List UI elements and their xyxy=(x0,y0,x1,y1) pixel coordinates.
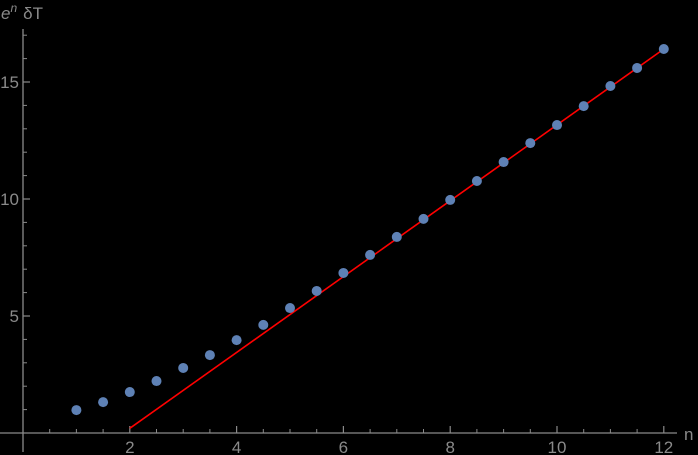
x-tick-label: 10 xyxy=(548,438,567,455)
data-point xyxy=(124,387,135,398)
data-point xyxy=(338,267,349,278)
data-point xyxy=(498,157,509,168)
data-points xyxy=(71,44,669,416)
data-point xyxy=(471,175,482,186)
x-tick-label: 12 xyxy=(654,438,673,455)
y-tick-label: 5 xyxy=(10,307,19,326)
data-point xyxy=(98,397,109,408)
data-point xyxy=(231,335,242,346)
data-point xyxy=(605,80,616,91)
data-point xyxy=(578,101,589,112)
data-point xyxy=(71,405,82,416)
y-axis-label: en δT xyxy=(1,1,43,23)
y-tick-label: 15 xyxy=(0,73,19,92)
data-point xyxy=(552,120,562,131)
x-axis-label: n xyxy=(684,425,693,444)
y-axis-label-rest: δT xyxy=(23,4,43,23)
x-tick-label: 6 xyxy=(339,438,348,455)
data-point xyxy=(445,194,456,205)
x-tick-label: 4 xyxy=(232,438,241,455)
data-point xyxy=(178,362,189,373)
data-point xyxy=(285,303,295,314)
axes: 2 4 6 8 10 12 5 10 15 xyxy=(0,29,677,455)
data-point xyxy=(525,138,536,149)
data-point xyxy=(632,62,643,73)
data-point xyxy=(365,249,376,260)
data-point xyxy=(151,376,162,387)
data-point xyxy=(658,44,669,55)
data-point xyxy=(258,319,269,330)
data-point xyxy=(204,350,215,361)
data-point xyxy=(391,231,402,242)
x-tick-label: 8 xyxy=(445,438,454,455)
y-tick-label: 10 xyxy=(0,190,19,209)
data-point xyxy=(311,285,322,296)
data-point xyxy=(418,213,429,224)
x-tick-label: 2 xyxy=(125,438,134,455)
